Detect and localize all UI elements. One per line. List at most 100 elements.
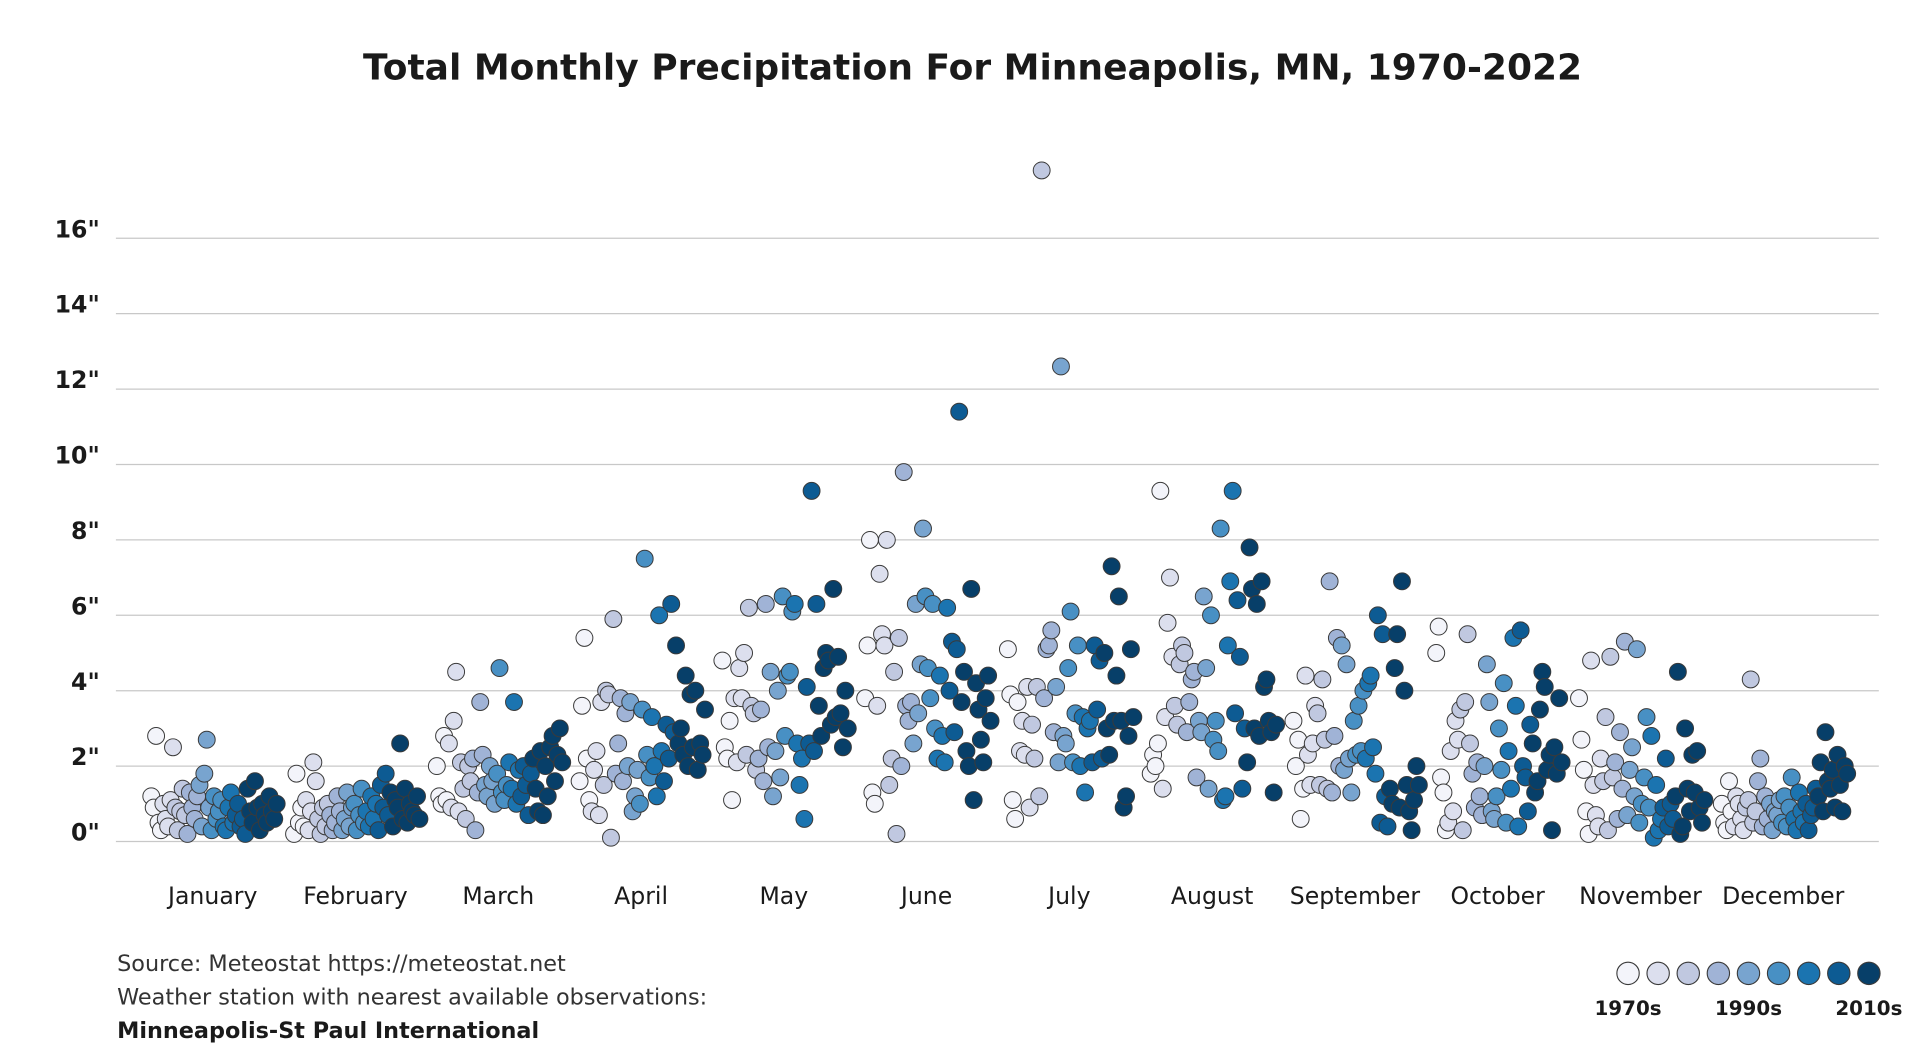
data-point [1286,757,1305,776]
data-point [868,696,887,715]
data-point [1461,734,1479,753]
data-point [1223,481,1242,500]
data-point [809,696,828,715]
data-point [1477,655,1496,674]
data-point [1695,791,1714,809]
data-point [1407,757,1426,776]
data-point [1642,727,1661,745]
data-point [645,757,664,776]
data-point [304,753,323,772]
data-point [147,727,166,745]
data-point [391,734,410,753]
data-point [1088,700,1107,719]
data-point [979,666,998,685]
data-point [764,787,782,806]
data-point [797,677,816,696]
data-point [1308,704,1327,723]
source-note: Source: Meteostat https://meteostat.net [117,951,566,977]
legend-swatch [1766,961,1791,986]
data-point [1637,708,1656,727]
data-point [444,711,463,730]
data-point [1385,659,1404,678]
y-tick-label: 0" [71,819,100,847]
y-tick-label: 10" [55,442,100,470]
data-point [938,598,957,617]
data-point [1161,568,1179,587]
data-point [667,636,685,655]
data-point [1611,723,1629,742]
data-point [771,768,790,787]
data-point [735,644,754,662]
data-point [602,828,620,847]
data-point [974,753,993,772]
data-point [1741,670,1760,689]
data-point [1153,779,1172,798]
data-point [1606,753,1625,772]
data-point [553,753,572,772]
data-point [1061,602,1080,621]
x-tick-label: September [1290,882,1421,910]
data-point [1550,689,1569,708]
data-point [824,579,843,598]
data-point [662,595,681,613]
data-point [790,776,809,794]
data-point [1006,809,1025,828]
y-tick-label: 16" [55,215,100,243]
data-point [1782,768,1801,787]
data-point [756,595,775,613]
x-tick-label: February [303,882,408,910]
data-point [1596,708,1615,727]
data-point [1121,640,1140,659]
data-point [538,787,557,806]
data-point [376,764,395,783]
x-tick-label: April [614,882,668,910]
data-point [1148,734,1167,753]
y-tick-label: 12" [55,366,100,394]
data-point [1102,557,1121,576]
data-point [1151,481,1170,500]
data-point [894,463,913,481]
data-point [1552,753,1571,772]
data-point [720,711,739,730]
data-point [785,595,804,613]
data-point [505,693,523,711]
data-point [914,519,932,538]
data-point [877,530,896,549]
data-point [935,753,954,772]
data-point [1470,787,1489,806]
data-point [921,689,940,708]
legend-swatch [1646,961,1670,986]
data-point [976,689,995,708]
data-point [686,681,705,700]
data-point [1432,768,1450,787]
data-point [1211,519,1230,538]
data-point [589,806,608,825]
data-point [265,809,284,828]
data-point [1238,753,1257,772]
data-point [1194,587,1213,606]
data-point [1388,625,1407,644]
data-point [1023,715,1041,734]
x-tick-label: June [899,882,952,910]
data-point [696,700,714,719]
y-tick-label: 4" [71,668,100,696]
data-point [164,738,182,757]
data-point [768,681,787,700]
data-point [447,662,466,681]
data-point [940,681,959,700]
data-point [466,821,485,840]
data-point [1180,693,1199,711]
data-point [1158,613,1177,632]
data-point [1427,644,1446,662]
data-point [1489,719,1508,738]
data-point [570,772,589,791]
data-point [1366,764,1385,783]
data-point [1487,787,1506,806]
data-point [650,606,669,625]
data-point [998,640,1017,659]
data-point [1230,647,1249,666]
data-point [1475,757,1494,776]
data-point [1535,677,1554,696]
data-point [1349,696,1368,715]
data-point [1368,606,1387,625]
